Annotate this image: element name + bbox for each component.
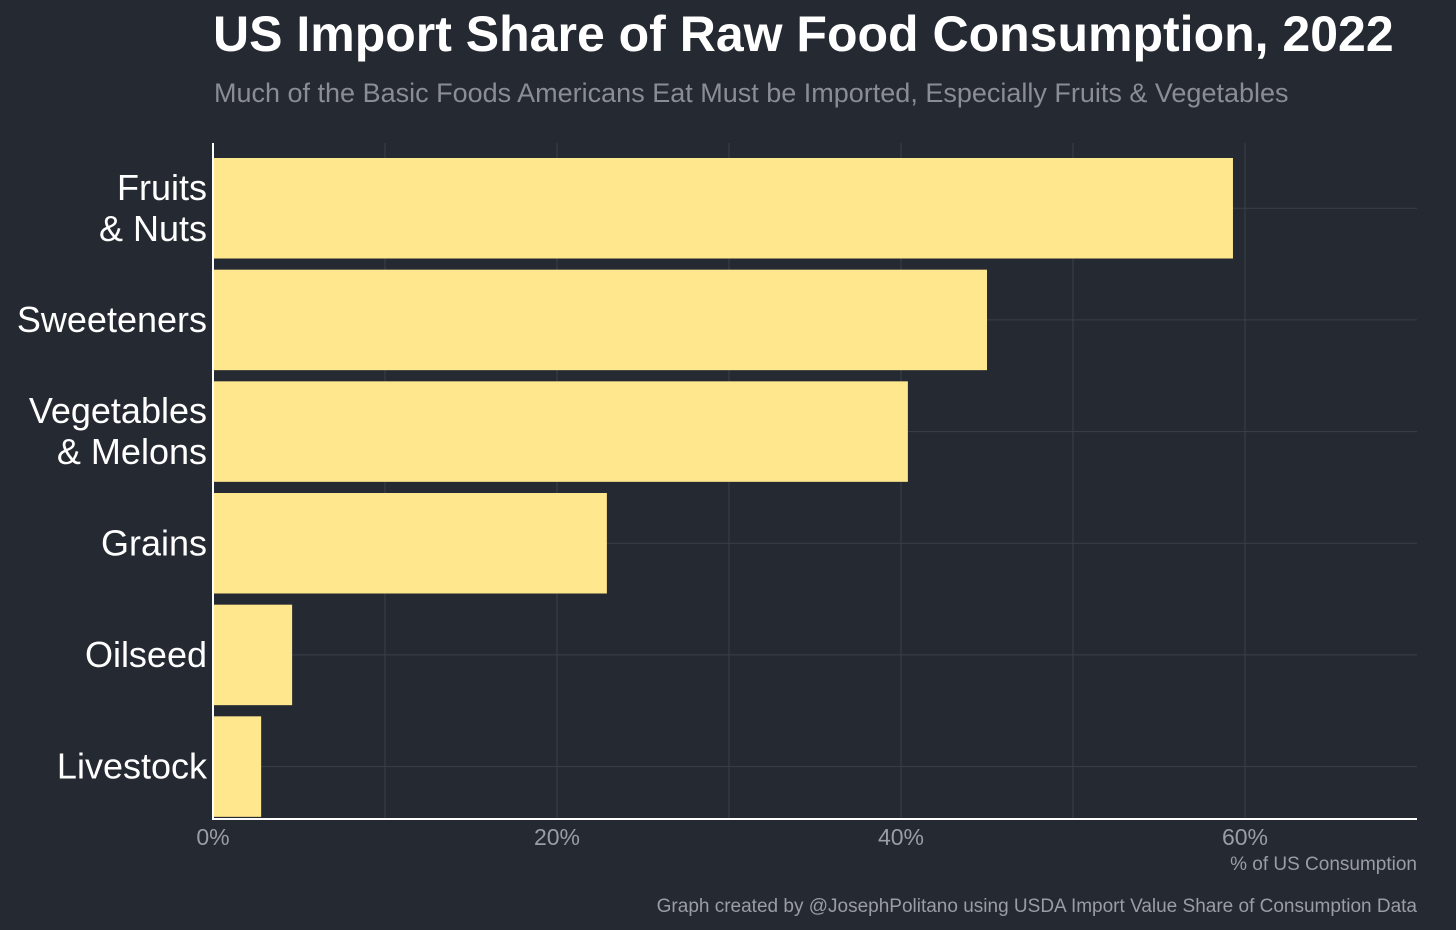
bar xyxy=(213,716,262,817)
bar xyxy=(213,158,1233,259)
source-caption: Graph created by @JosephPolitano using U… xyxy=(656,896,1417,917)
x-tick-label: 0% xyxy=(196,824,229,850)
category-label: Livestock xyxy=(57,746,208,787)
x-tick-label: 20% xyxy=(534,824,580,850)
category-label: Sweeteners xyxy=(17,299,207,340)
x-axis-label: % of US Consumption xyxy=(1230,854,1417,875)
category-label: Oilseed xyxy=(85,634,207,675)
category-label: Vegetables & Melons xyxy=(29,390,207,472)
category-label: Fruits & Nuts xyxy=(99,167,207,249)
x-tick-label: 40% xyxy=(878,824,924,850)
chart-title: US Import Share of Raw Food Consumption,… xyxy=(213,6,1394,62)
bar xyxy=(213,604,293,706)
category-label: Grains xyxy=(101,522,207,563)
bar xyxy=(213,493,607,594)
x-tick-label: 60% xyxy=(1222,824,1268,850)
chart-subtitle: Much of the Basic Foods Americans Eat Mu… xyxy=(214,78,1289,108)
bar xyxy=(213,269,987,371)
bar xyxy=(213,381,908,482)
